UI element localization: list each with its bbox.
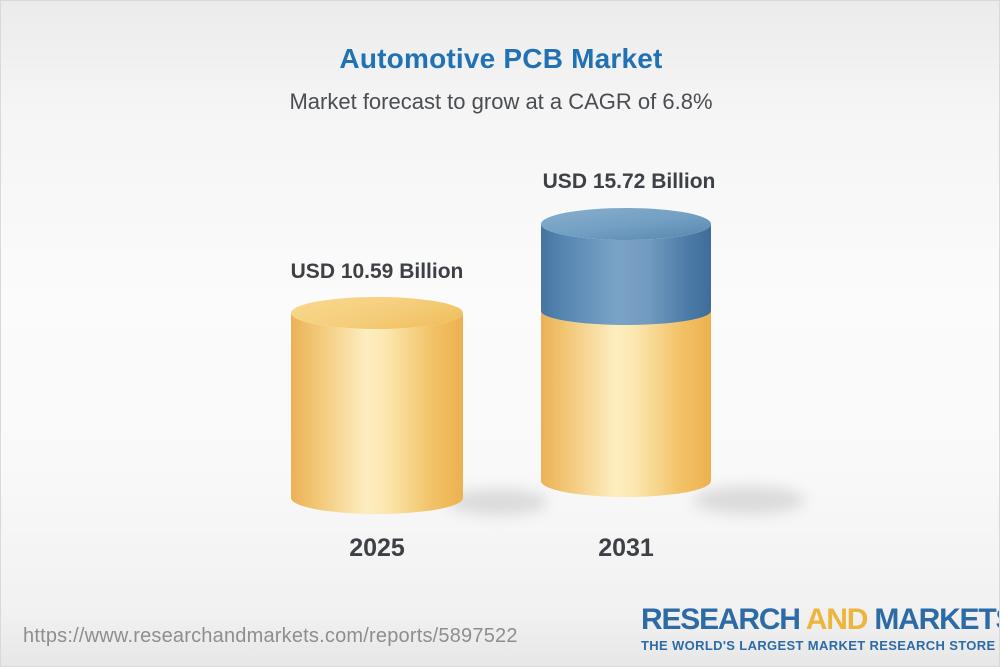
logo-wordmark: RESEARCH AND MARKETS [641, 603, 999, 636]
bar-2025 [291, 297, 463, 514]
logo-and: AND [805, 603, 869, 636]
value-label-2031: USD 15.72 Billion [542, 170, 716, 193]
value-label-2025: USD 10.59 Billion [290, 260, 464, 283]
research-and-markets-logo: RESEARCH AND MARKETS THE WORLD'S LARGEST… [641, 603, 999, 654]
report-url: https://www.researchandmarkets.com/repor… [23, 625, 518, 647]
chart-title: Automotive PCB Market [339, 43, 663, 74]
bar-2031-blue-segment [541, 224, 711, 325]
chart-subtitle: Market forecast to grow at a CAGR of 6.8… [289, 89, 713, 114]
year-label-2025: 2025 [349, 534, 405, 562]
bar-2031 [541, 208, 711, 497]
shadow-2031 [693, 486, 805, 514]
year-label-2031: 2031 [598, 534, 654, 562]
shadow-2025 [448, 489, 548, 515]
bar-2031-yellow-segment [541, 311, 711, 497]
logo-tagline: THE WORLD'S LARGEST MARKET RESEARCH STOR… [641, 638, 996, 653]
logo-markets: MARKETS [874, 603, 999, 636]
logo-research: RESEARCH [641, 603, 801, 636]
